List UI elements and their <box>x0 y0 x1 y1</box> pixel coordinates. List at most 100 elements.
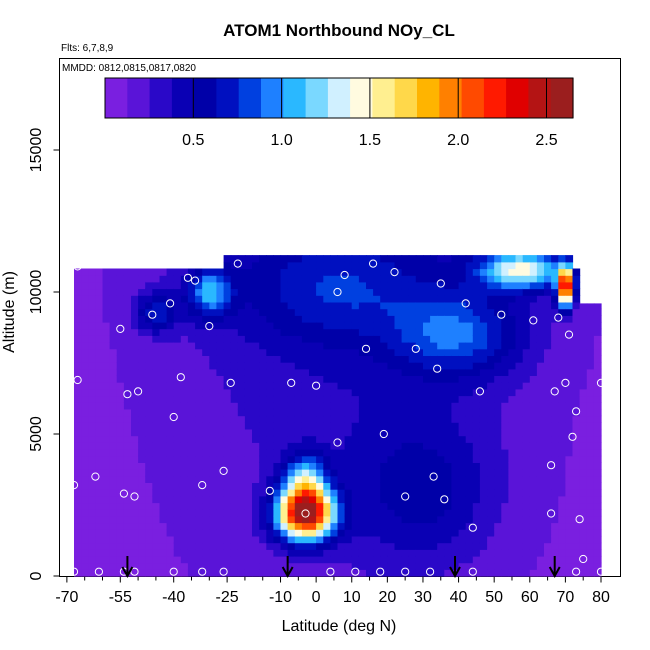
heatmap-cell <box>159 482 168 490</box>
heatmap-cell <box>494 362 502 370</box>
heatmap-cell <box>280 442 289 450</box>
heatmap-cell <box>145 402 153 410</box>
heatmap-cell <box>81 442 89 450</box>
heatmap-cell <box>508 308 517 316</box>
heatmap-cell <box>358 502 367 510</box>
heatmap-cell <box>138 515 146 524</box>
heatmap-cell <box>586 362 595 370</box>
heatmap-cell <box>259 368 267 376</box>
heatmap-cell <box>487 268 495 276</box>
heatmap-cell <box>394 422 403 430</box>
heatmap-cell <box>202 502 210 510</box>
heatmap-cell <box>244 301 253 310</box>
heatmap-cell <box>508 469 517 477</box>
heatmap-cell <box>266 355 274 363</box>
heatmap-cell <box>95 495 104 504</box>
heatmap-cell <box>330 522 339 530</box>
heatmap-cell <box>366 321 374 330</box>
heatmap-cell <box>294 275 303 283</box>
heatmap-cell <box>138 475 146 483</box>
heatmap-cell <box>394 275 403 283</box>
heatmap-cell <box>223 502 232 510</box>
heatmap-cell <box>152 462 160 470</box>
heatmap-cell <box>266 348 274 356</box>
heatmap-cell <box>116 355 125 363</box>
heatmap-cell <box>472 368 481 376</box>
heatmap-cell <box>316 362 324 370</box>
heatmap-cell <box>166 335 175 343</box>
heatmap-cell <box>380 368 388 376</box>
colorbar-tick-label: 0.5 <box>182 132 204 149</box>
heatmap-cell <box>116 335 125 343</box>
heatmap-cell <box>131 375 139 383</box>
colorbar-segment <box>216 78 240 118</box>
heatmap-cell <box>273 555 282 564</box>
heatmap-cell <box>138 368 146 376</box>
heatmap-cell <box>280 495 289 504</box>
heatmap-cell <box>337 255 346 263</box>
heatmap-cell <box>294 562 303 570</box>
heatmap-cell <box>145 355 153 363</box>
x-tick-label: 40 <box>450 589 468 606</box>
heatmap-cell <box>294 355 303 363</box>
heatmap-cell <box>223 509 232 517</box>
heatmap-cell <box>515 455 524 463</box>
heatmap-cell <box>223 375 232 383</box>
heatmap-cell <box>451 382 460 390</box>
heatmap-cell <box>508 268 517 276</box>
heatmap-cell <box>138 422 146 430</box>
heatmap-cell <box>423 315 431 323</box>
heatmap-cell <box>323 295 331 303</box>
heatmap-cell <box>294 449 303 457</box>
heatmap-cell <box>173 549 182 557</box>
heatmap-cell <box>109 509 118 517</box>
heatmap-cell <box>515 308 524 316</box>
heatmap-cell <box>458 502 467 510</box>
heatmap-cell <box>216 268 225 276</box>
heatmap-cell <box>344 368 353 376</box>
heatmap-cell <box>195 509 203 517</box>
heatmap-cell <box>266 442 274 450</box>
heatmap-cell <box>337 301 346 310</box>
sample-point <box>369 259 378 268</box>
heatmap-cell <box>551 328 559 336</box>
heatmap-cell <box>223 462 232 470</box>
heatmap-cell <box>472 415 481 423</box>
heatmap-cell <box>437 308 445 316</box>
heatmap-cell <box>358 475 367 483</box>
heatmap-cell <box>451 515 460 524</box>
heatmap-cell <box>394 281 403 290</box>
heatmap-cell <box>202 555 210 564</box>
heatmap-cell <box>259 529 267 537</box>
heatmap-cell <box>380 469 388 477</box>
heatmap-cell <box>330 268 339 276</box>
heatmap-cell <box>558 288 566 296</box>
heatmap-cell <box>472 275 481 283</box>
heatmap-cell <box>109 475 118 483</box>
heatmap-cell <box>430 261 438 270</box>
heatmap-cell <box>116 288 125 296</box>
heatmap-cell <box>558 428 566 437</box>
heatmap-cell <box>458 281 467 290</box>
heatmap-cell <box>337 388 346 397</box>
heatmap-cell <box>109 515 118 524</box>
heatmap-cell <box>544 482 552 490</box>
sample-point <box>91 472 100 481</box>
heatmap-cell <box>565 268 574 276</box>
heatmap-cell <box>593 562 602 570</box>
heatmap-cell <box>479 328 488 336</box>
heatmap-cell <box>88 382 96 390</box>
heatmap-cell <box>558 255 566 263</box>
heatmap-cell <box>216 375 225 383</box>
heatmap-cell <box>252 495 260 504</box>
heatmap-cell <box>294 529 303 537</box>
heatmap-cell <box>237 275 246 283</box>
heatmap-cell <box>316 555 324 564</box>
heatmap-cell <box>138 321 146 330</box>
heatmap-cell <box>579 535 588 544</box>
heatmap-cell <box>88 395 96 403</box>
heatmap-cell <box>358 529 367 537</box>
heatmap-cell <box>579 529 588 537</box>
heatmap-cell <box>458 435 467 443</box>
heatmap-cell <box>301 308 310 316</box>
